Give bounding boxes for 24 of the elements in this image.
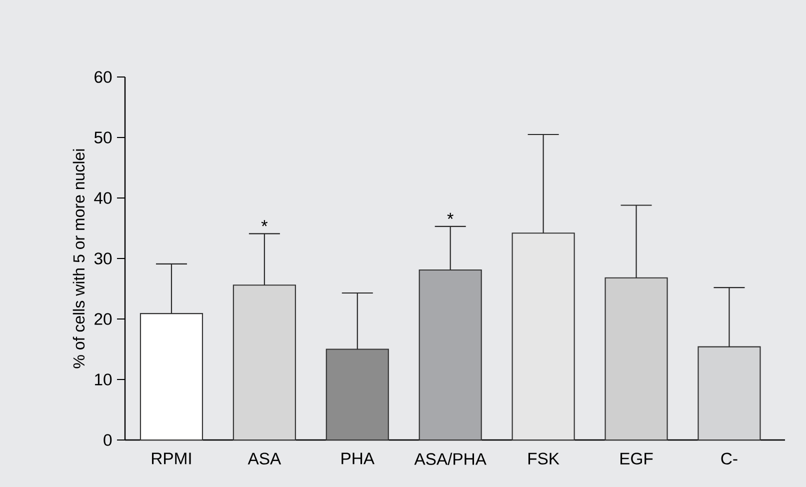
x-tick-label: ASA [248,452,282,465]
x-tick-label: FSK [528,452,560,465]
bar [326,348,389,441]
bar [512,232,575,441]
y-tick-label: 0 [104,434,112,446]
annotation: * [261,220,268,226]
bar [698,346,761,441]
x-tick-label: PHA [342,452,374,464]
y-tick-label: 10 [95,374,112,386]
y-tick-label: 20 [94,313,112,325]
x-tick-label: RPMI [152,452,191,464]
y-tick-label: 50 [94,132,112,144]
y-tick-label: 30 [94,252,112,264]
bar [418,269,482,441]
bar [604,277,668,441]
bar [140,313,204,441]
y-tick-label: 60 [94,71,112,83]
x-tick-label: EGF [620,452,653,465]
annotation: * [447,212,454,220]
y-axis-title: % of cells with 5 or more nuclei [72,149,85,368]
x-tick-label: ASA/PHA [414,452,486,465]
bar [232,284,296,441]
x-tick-label: C- [721,452,738,465]
y-tick-label: 40 [94,192,112,204]
